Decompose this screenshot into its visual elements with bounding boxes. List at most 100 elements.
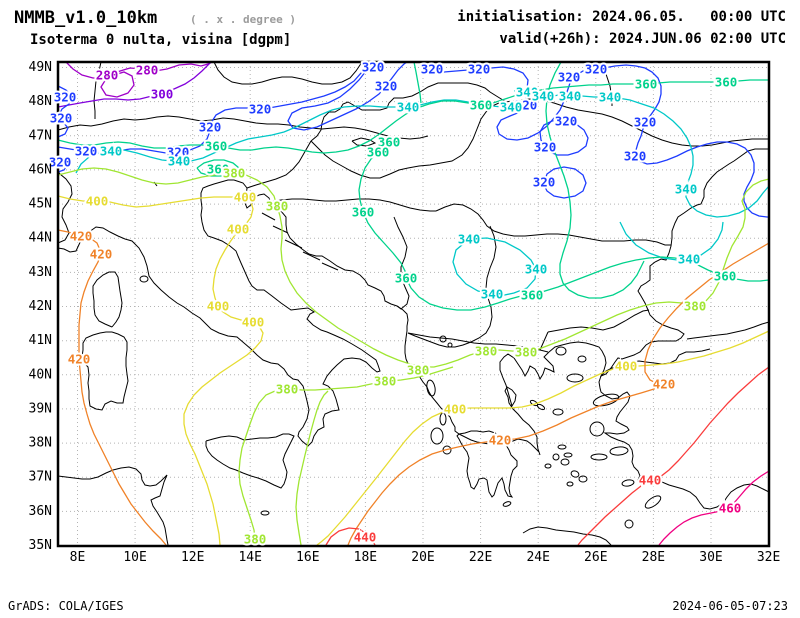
contour-label: 280 xyxy=(96,68,119,83)
island xyxy=(544,463,552,469)
contour-label: 360 xyxy=(470,98,493,113)
contour-label: 440 xyxy=(639,473,662,488)
contour-label: 340 xyxy=(458,232,481,247)
contour-label: 320 xyxy=(515,98,538,113)
island xyxy=(624,519,634,529)
lon-axis-label: 30E xyxy=(699,550,722,565)
island xyxy=(502,501,512,507)
coastline xyxy=(57,148,769,456)
contour-label: 420 xyxy=(70,229,93,244)
coastline xyxy=(407,332,549,353)
contour-label: 320 xyxy=(421,62,444,77)
contour-460 xyxy=(658,470,770,546)
contour-label: 340 xyxy=(100,144,123,159)
coastline xyxy=(547,309,650,333)
lon-axis-label: 32E xyxy=(757,550,780,565)
island xyxy=(555,346,567,356)
contour-label: 380 xyxy=(223,166,246,181)
contour-label: 400 xyxy=(242,315,265,330)
lon-axis-label: 10E xyxy=(123,550,146,565)
contour-label: 360 xyxy=(635,77,658,92)
lat-axis-label: 37N xyxy=(29,470,52,485)
island xyxy=(557,444,567,450)
contour-300 xyxy=(57,61,212,108)
contour-label: 360 xyxy=(367,145,390,160)
map-frame xyxy=(56,60,771,548)
coastline xyxy=(351,137,377,147)
contour-320 xyxy=(57,156,68,173)
coastline xyxy=(246,140,312,189)
page-subtitle: Isoterma 0 nulta, visina [dgpm] xyxy=(30,32,292,48)
coastline xyxy=(321,262,339,271)
island xyxy=(439,412,447,426)
contour-label: 360 xyxy=(352,205,375,220)
contour-label: 360 xyxy=(715,75,738,90)
lat-axis-label: 45N xyxy=(29,197,52,212)
contour-320 xyxy=(57,85,72,138)
coastline xyxy=(57,466,169,546)
contour-label: 320 xyxy=(49,155,72,170)
coastline xyxy=(57,115,429,140)
contour-label: 320 xyxy=(555,114,578,129)
contour-label: 340 xyxy=(525,262,548,277)
island xyxy=(552,453,560,461)
contour-label: 320 xyxy=(585,62,608,77)
contour-label: 380 xyxy=(475,344,498,359)
lon-axis-label: 22E xyxy=(469,550,492,565)
coastline xyxy=(539,331,549,351)
contour-label: 340 xyxy=(481,287,504,302)
island xyxy=(590,453,608,461)
coastline xyxy=(57,170,73,244)
contour-label: 440 xyxy=(354,530,377,545)
contour-280 xyxy=(65,61,213,98)
contour-400 xyxy=(316,330,770,546)
coastline xyxy=(272,225,289,234)
coastline xyxy=(205,433,295,489)
lat-axis-label: 49N xyxy=(29,60,52,75)
contour-label: 340 xyxy=(678,252,701,267)
contour-380 xyxy=(238,366,454,546)
contour-360 xyxy=(413,61,422,104)
contour-label: 400 xyxy=(234,190,257,205)
contour-label: 420 xyxy=(489,433,512,448)
contour-label: 320 xyxy=(362,60,385,75)
contour-label: 280 xyxy=(136,63,159,78)
contour-label: 400 xyxy=(207,299,230,314)
contour-label: 380 xyxy=(244,532,267,547)
contour-320 xyxy=(539,119,589,156)
contour-label: 380 xyxy=(407,363,430,378)
lat-axis-label: 41N xyxy=(29,333,52,348)
contour-label: 400 xyxy=(86,194,109,209)
contour-label: 380 xyxy=(266,199,289,214)
contour-label: 340 xyxy=(599,90,622,105)
contour-label: 340 xyxy=(500,100,523,115)
contour-360 xyxy=(358,142,770,311)
lon-axis-label: 20E xyxy=(411,550,434,565)
coastline xyxy=(686,321,770,340)
contour-340 xyxy=(514,90,553,100)
lon-axis-label: 28E xyxy=(642,550,665,565)
contour-label: 400 xyxy=(615,359,638,374)
contour-label: 460 xyxy=(719,501,742,516)
island xyxy=(577,355,587,363)
contour-label: 320 xyxy=(558,70,581,85)
contour-label: 340 xyxy=(675,182,698,197)
island xyxy=(589,421,605,437)
contour-label: 420 xyxy=(68,352,91,367)
contour-label: 360 xyxy=(395,271,418,286)
coastline xyxy=(213,61,363,85)
lat-axis-label: 36N xyxy=(29,504,52,519)
contour-label: 400 xyxy=(227,222,250,237)
coastline xyxy=(261,212,276,221)
coastline xyxy=(456,433,518,498)
contour-label: 380 xyxy=(374,374,397,389)
island xyxy=(426,379,436,397)
island xyxy=(439,335,447,343)
island xyxy=(566,373,584,383)
island xyxy=(578,475,588,483)
island xyxy=(563,452,573,458)
contour-label: 320 xyxy=(533,175,556,190)
contour-label: 320 xyxy=(624,149,647,164)
contour-label: 320 xyxy=(634,115,657,130)
contour-label: 320 xyxy=(50,111,73,126)
